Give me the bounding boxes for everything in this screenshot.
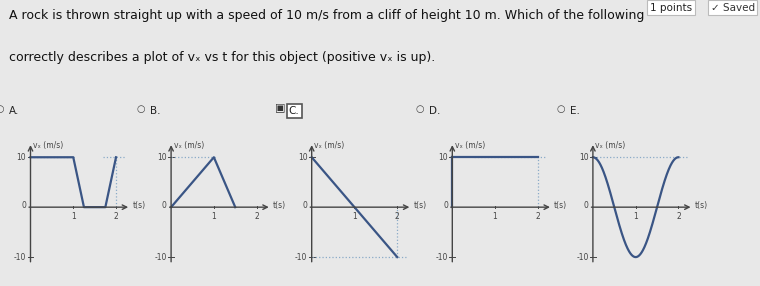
Text: 0: 0 — [21, 201, 27, 210]
Text: ○: ○ — [556, 104, 565, 114]
Text: 2: 2 — [114, 212, 119, 221]
Text: 10: 10 — [439, 153, 448, 162]
Text: B.: B. — [150, 106, 160, 116]
Text: 10: 10 — [157, 153, 167, 162]
Text: 1 points: 1 points — [650, 3, 692, 13]
Text: A.: A. — [9, 106, 20, 116]
Text: 2: 2 — [676, 212, 681, 221]
Text: -10: -10 — [14, 253, 27, 262]
Text: vₓ (m/s): vₓ (m/s) — [33, 141, 63, 150]
Text: ○: ○ — [0, 104, 4, 114]
Text: vₓ (m/s): vₓ (m/s) — [174, 141, 204, 150]
Text: ✓ Saved: ✓ Saved — [711, 3, 755, 13]
Text: t(s): t(s) — [132, 201, 145, 210]
Text: 0: 0 — [584, 201, 589, 210]
Text: 0: 0 — [443, 201, 448, 210]
Text: correctly describes a plot of vₓ vs t for this object (positive vₓ is up).: correctly describes a plot of vₓ vs t fo… — [9, 51, 435, 64]
Text: -10: -10 — [435, 253, 448, 262]
Text: D.: D. — [429, 106, 441, 116]
Text: 10: 10 — [298, 153, 308, 162]
Text: C.: C. — [289, 106, 299, 116]
Text: t(s): t(s) — [273, 201, 286, 210]
Text: 1: 1 — [633, 212, 638, 221]
Text: ○: ○ — [136, 104, 144, 114]
Text: ○: ○ — [416, 104, 424, 114]
Text: -10: -10 — [295, 253, 308, 262]
Text: 1: 1 — [352, 212, 357, 221]
Text: 2: 2 — [536, 212, 540, 221]
Text: 2: 2 — [255, 212, 259, 221]
Text: 0: 0 — [162, 201, 167, 210]
Text: vₓ (m/s): vₓ (m/s) — [596, 141, 625, 150]
Text: 0: 0 — [302, 201, 308, 210]
Text: vₓ (m/s): vₓ (m/s) — [315, 141, 344, 150]
Text: t(s): t(s) — [554, 201, 567, 210]
Text: ▣: ▣ — [275, 103, 286, 113]
Text: A rock is thrown straight up with a speed of 10 m/s from a cliff of height 10 m.: A rock is thrown straight up with a spee… — [9, 9, 644, 21]
Text: 10: 10 — [17, 153, 27, 162]
Text: 10: 10 — [579, 153, 589, 162]
Text: E.: E. — [570, 106, 580, 116]
Text: t(s): t(s) — [413, 201, 426, 210]
Text: 2: 2 — [395, 212, 400, 221]
Text: t(s): t(s) — [695, 201, 708, 210]
Text: -10: -10 — [154, 253, 167, 262]
Text: 1: 1 — [71, 212, 76, 221]
Text: 1: 1 — [211, 212, 217, 221]
Text: vₓ (m/s): vₓ (m/s) — [455, 141, 485, 150]
Text: -10: -10 — [576, 253, 589, 262]
Text: 1: 1 — [492, 212, 498, 221]
